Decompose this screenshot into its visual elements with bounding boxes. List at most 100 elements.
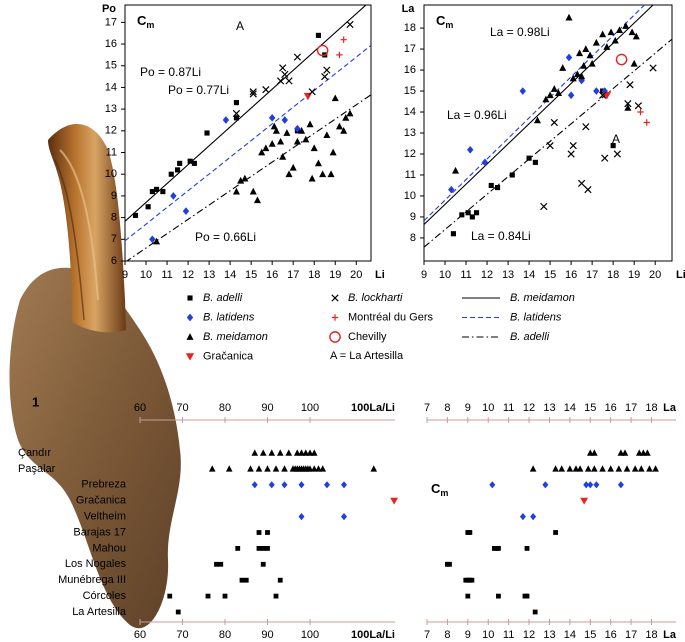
x-tick-label: 10 <box>482 402 494 414</box>
marker-triangle <box>258 148 266 156</box>
x-tick-label: 60 <box>134 402 146 414</box>
legend-label: B. meidamon <box>203 331 268 343</box>
y-tick-label: 9 <box>111 190 117 202</box>
marker-triangle <box>565 13 573 21</box>
marker-triangle <box>331 94 339 102</box>
marker-x <box>346 20 354 29</box>
x-tick-label: 15 <box>245 269 257 281</box>
marker-diamond <box>593 481 600 489</box>
y-tick-label: 16 <box>105 38 117 50</box>
marker-square <box>467 530 473 535</box>
x-tick-label: 9 <box>421 269 427 281</box>
y-tick-label: 13 <box>105 103 117 115</box>
marker-triangle <box>298 449 305 456</box>
marker-x <box>601 154 609 162</box>
marker-x <box>649 64 657 72</box>
marker-x <box>331 294 339 302</box>
marker-triangle <box>319 465 327 472</box>
x-tick-label: 17 <box>287 269 299 281</box>
marker-triangle <box>285 449 293 456</box>
category-label: Paşalar <box>18 463 56 475</box>
marker-square <box>469 577 475 583</box>
marker-square <box>526 155 532 161</box>
marker-x <box>249 90 257 98</box>
marker-x <box>569 141 577 150</box>
y-tick-label: 14 <box>105 81 117 93</box>
marker-triangle <box>153 237 161 245</box>
fit-label: Po = 0.77Li <box>168 83 229 97</box>
marker-x <box>262 85 270 94</box>
marker-triangle <box>208 465 216 472</box>
marker-diamond <box>467 145 474 154</box>
marker-triangle <box>623 465 631 472</box>
marker-diamond <box>170 192 177 200</box>
marker-diamond <box>341 513 347 521</box>
marker-triangle <box>342 113 350 121</box>
fit-label: Po = 0.66Li <box>195 230 256 244</box>
y-axis-label: Po <box>102 3 116 15</box>
x-tick-label: 16 <box>605 402 617 414</box>
tooth-highlight <box>59 149 99 301</box>
marker-triangle <box>611 36 619 44</box>
marker-triangle <box>558 465 566 472</box>
x-tick-label: 18 <box>645 402 657 414</box>
marker-triangle <box>552 465 559 472</box>
marker-diamond <box>298 481 305 489</box>
x-tick-label: 19 <box>329 269 341 281</box>
x-tick-label: 14 <box>564 402 576 414</box>
x-tick-label: 14 <box>224 269 236 281</box>
marker-square <box>239 577 245 583</box>
marker-x <box>582 123 590 131</box>
marker-triangle <box>186 333 194 340</box>
marker-square <box>235 546 241 551</box>
marker-triangle <box>306 449 314 456</box>
x-tick-label: 16 <box>565 269 577 281</box>
marker-square <box>153 186 160 192</box>
fit-line <box>125 5 367 222</box>
marker-triangle <box>308 174 316 182</box>
marker-triangle <box>346 109 354 117</box>
marker-triangle <box>580 62 588 69</box>
x-tick-label: 16 <box>605 629 617 641</box>
marker-diamond <box>186 313 194 322</box>
x-tick-label: 80 <box>219 402 231 414</box>
marker-triangle <box>578 72 586 80</box>
marker-square <box>473 210 480 216</box>
marker-x <box>232 109 241 118</box>
marker-square <box>160 189 166 195</box>
marker-square <box>465 210 471 216</box>
marker-triangle <box>314 159 322 167</box>
category-label: Barajas 17 <box>73 526 126 538</box>
marker-square <box>488 182 494 189</box>
annotation: A <box>236 19 244 33</box>
marker-x <box>281 70 289 79</box>
marker-triangle <box>615 465 623 472</box>
marker-diamond <box>601 87 608 95</box>
tooth <box>48 123 126 333</box>
marker-x <box>293 53 302 61</box>
marker-triangle <box>306 120 314 128</box>
x-tick-label: 15 <box>584 629 596 641</box>
marker-triangle <box>615 26 623 34</box>
marker-triangle-down <box>185 353 195 361</box>
marker-x <box>634 102 642 110</box>
marker-square <box>496 546 501 551</box>
marker-square <box>218 561 224 567</box>
marker-x <box>613 150 621 158</box>
marker-triangle <box>569 74 577 82</box>
marker-triangle <box>576 465 584 472</box>
marker-diamond <box>149 235 156 244</box>
marker-triangle <box>603 43 611 50</box>
legend-label: Gračanica <box>203 350 254 362</box>
marker-triangle <box>253 196 261 204</box>
x-tick-label: 12 <box>523 402 535 414</box>
marker-diamond <box>583 481 590 489</box>
marker-triangle <box>315 465 322 472</box>
y-tick-label: 11 <box>405 169 416 181</box>
marker-triangle <box>529 465 537 472</box>
marker-triangle <box>576 49 584 57</box>
x-tick-label: 13 <box>203 269 215 281</box>
y-tick-label: 16 <box>404 64 416 76</box>
matrix-rock <box>9 267 181 629</box>
